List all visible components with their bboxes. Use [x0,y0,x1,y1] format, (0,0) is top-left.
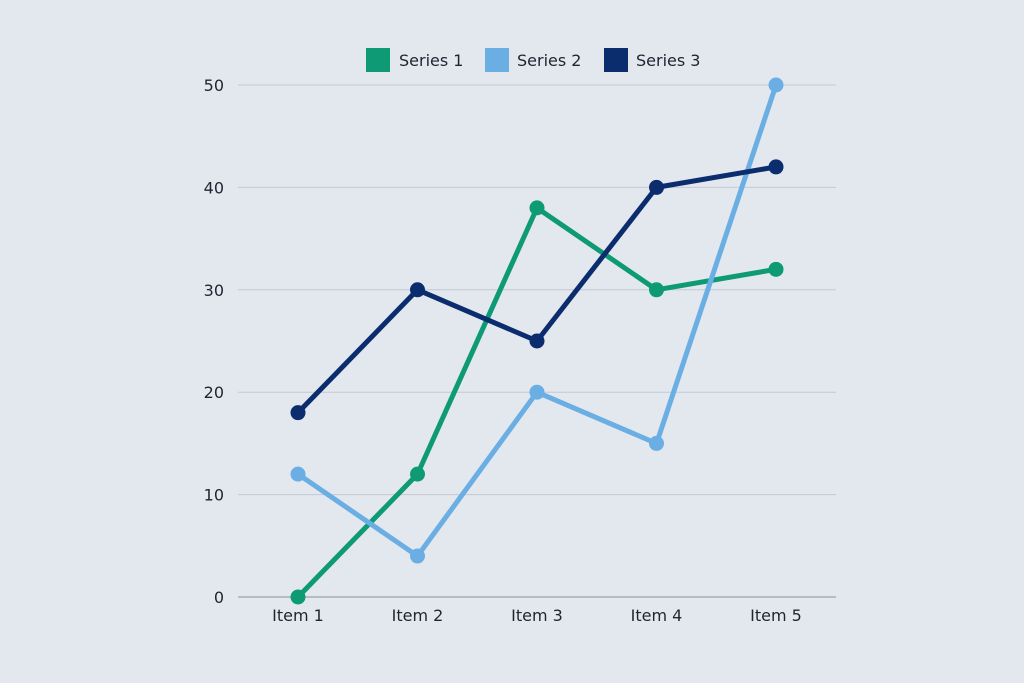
legend-item: Series 2 [485,48,581,72]
data-point [290,589,306,605]
series-1 [290,200,784,605]
series-lines [290,77,784,605]
x-tick-label: Item 5 [750,606,802,625]
y-tick-label: 10 [204,486,224,505]
legend-swatch [366,48,390,72]
data-point [649,282,664,298]
series-3 [290,159,784,421]
legend-label: Series 3 [636,51,700,70]
x-tick-label: Item 1 [272,606,324,625]
y-tick-label: 40 [204,178,224,197]
data-point [410,282,425,298]
data-point [529,200,545,216]
data-point [410,548,425,564]
series-line [295,82,779,559]
data-point [768,77,784,93]
x-tick-label: Item 2 [392,606,444,625]
y-tick-label: 0 [214,588,224,607]
gridlines [238,84,836,496]
data-point [649,179,664,195]
legend: Series 1 Series 2 Series 3 [366,48,700,72]
legend-label: Series 2 [517,51,581,70]
legend-item: Series 1 [366,48,463,72]
series-2 [290,77,784,564]
x-tick-label: Item 3 [511,606,563,625]
y-tick-label: 20 [204,383,224,402]
x-tick-label: Item 4 [631,606,683,625]
data-point [290,405,306,421]
data-point [529,384,545,400]
data-point [649,435,664,451]
legend-swatch [604,48,628,72]
y-tick-label: 50 [204,76,224,95]
legend-label: Series 1 [399,51,463,70]
data-point [768,261,784,277]
axes: 0 10 20 30 40 50 Item 1 Item 2 Item 3 Item 4 Item … [204,76,836,625]
data-point [410,466,425,482]
data-point [529,333,545,349]
legend-swatch [485,48,509,72]
y-tick-label: 30 [204,281,224,300]
data-point [290,466,306,482]
series-line [295,205,779,600]
data-point [768,159,784,175]
legend-item: Series 3 [604,48,700,72]
